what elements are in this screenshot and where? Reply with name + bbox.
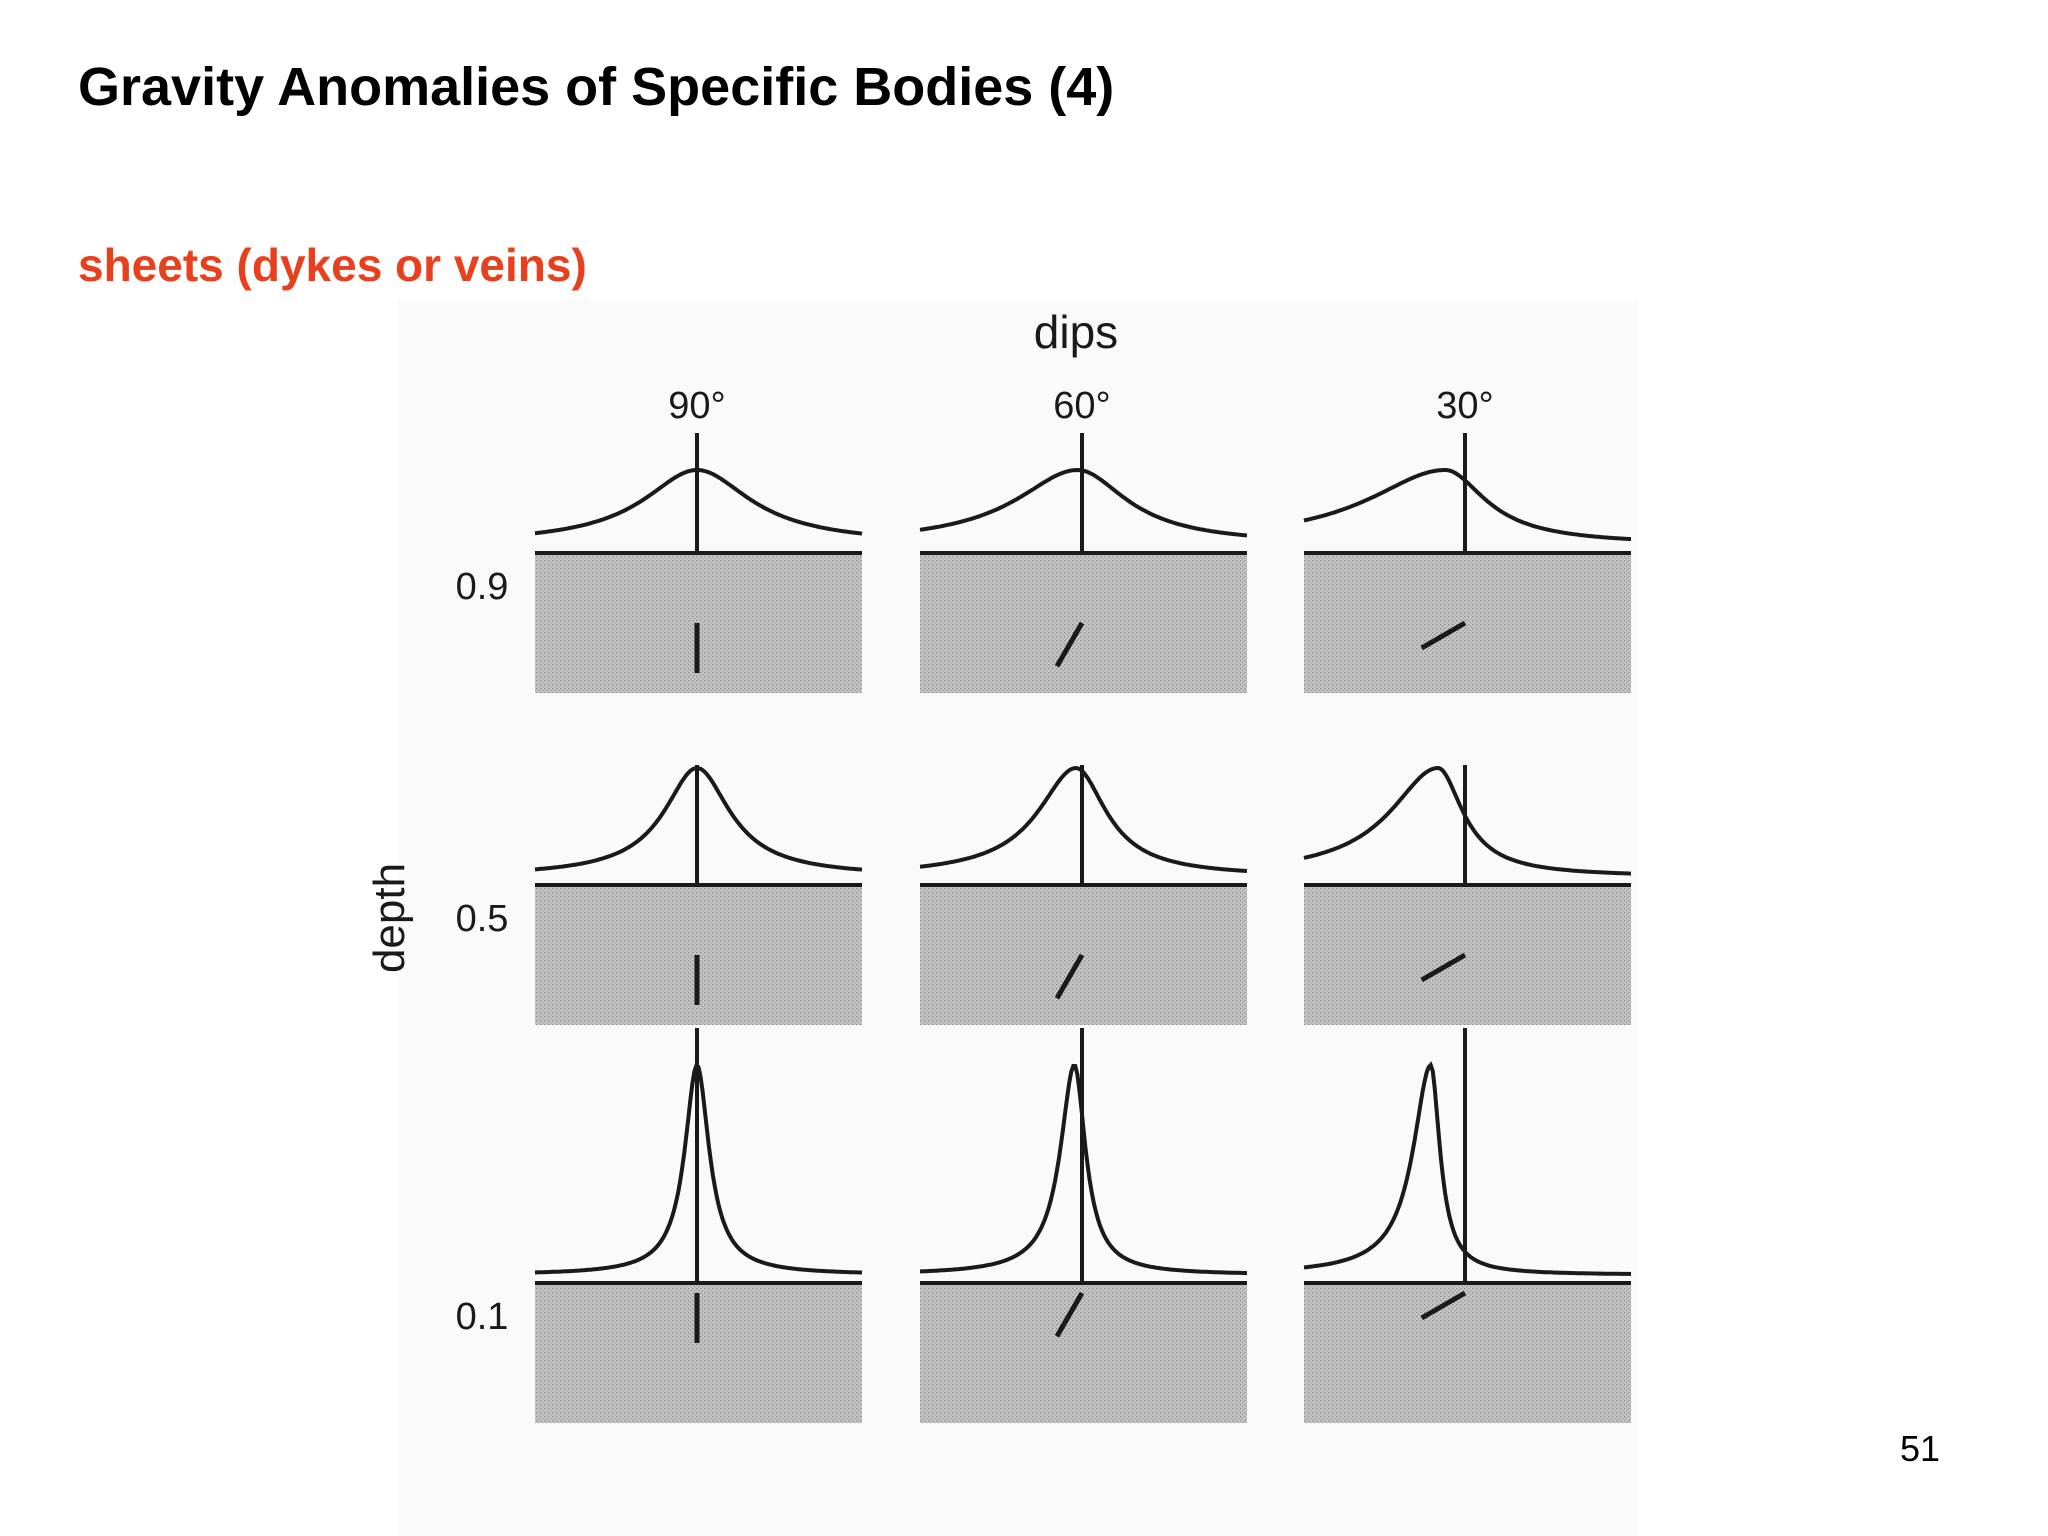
anomaly-curve bbox=[534, 468, 863, 536]
ground-block bbox=[1304, 553, 1631, 693]
ground-block bbox=[920, 885, 1247, 1025]
depth-label-0: 0.9 bbox=[456, 566, 509, 608]
panel-dip-0-depth-1 bbox=[534, 765, 863, 1025]
panel-dip-0-depth-0 bbox=[534, 433, 863, 693]
depth-label-2: 0.1 bbox=[456, 1296, 509, 1338]
ground-block bbox=[920, 1283, 1247, 1423]
panel-dip-2-depth-1 bbox=[1303, 765, 1632, 1025]
ground-block bbox=[1304, 1283, 1631, 1423]
dip-label-1: 60° bbox=[1053, 385, 1110, 427]
sheet-body bbox=[1420, 952, 1467, 983]
sheet-body bbox=[1420, 1290, 1467, 1321]
sheet-body bbox=[1054, 621, 1085, 668]
sheet-body bbox=[1054, 953, 1085, 1000]
panel-dip-2-depth-0 bbox=[1303, 433, 1632, 693]
sheet-body bbox=[1054, 1291, 1085, 1338]
dips-label: dips bbox=[1034, 306, 1118, 358]
panel-grid: 90° 60° 30° 0.9 0.5 0.1 bbox=[456, 385, 1632, 1423]
sheet-body bbox=[1420, 620, 1467, 651]
anomaly-curve bbox=[534, 1061, 862, 1275]
panel-dip-1-depth-1 bbox=[919, 765, 1248, 1025]
depth-label: depth bbox=[365, 863, 414, 973]
anomaly-curve bbox=[919, 467, 1248, 538]
panel-dip-1-depth-0 bbox=[919, 433, 1248, 693]
depth-label-1: 0.5 bbox=[456, 898, 509, 940]
panel-dip-0-depth-2 bbox=[534, 1028, 862, 1423]
dip-label-0: 90° bbox=[668, 385, 725, 427]
dip-label-2: 30° bbox=[1436, 385, 1493, 427]
page-number: 51 bbox=[1900, 1428, 1941, 1469]
anomaly-curve bbox=[1303, 468, 1632, 542]
panel-dip-2-depth-2 bbox=[1303, 1028, 1632, 1423]
ground-block bbox=[920, 553, 1247, 693]
anomaly-curve bbox=[1303, 765, 1632, 876]
slide-title: Gravity Anomalies of Specific Bodies (4) bbox=[78, 57, 1115, 117]
anomaly-curve bbox=[1303, 1061, 1632, 1276]
anomaly-curve bbox=[919, 765, 1248, 873]
slide-subtitle: sheets (dykes or veins) bbox=[78, 239, 587, 291]
ground-block bbox=[1304, 885, 1631, 1025]
anomaly-curve bbox=[920, 1063, 1248, 1276]
panel-dip-1-depth-2 bbox=[920, 1028, 1248, 1423]
anomaly-curve bbox=[534, 765, 863, 872]
